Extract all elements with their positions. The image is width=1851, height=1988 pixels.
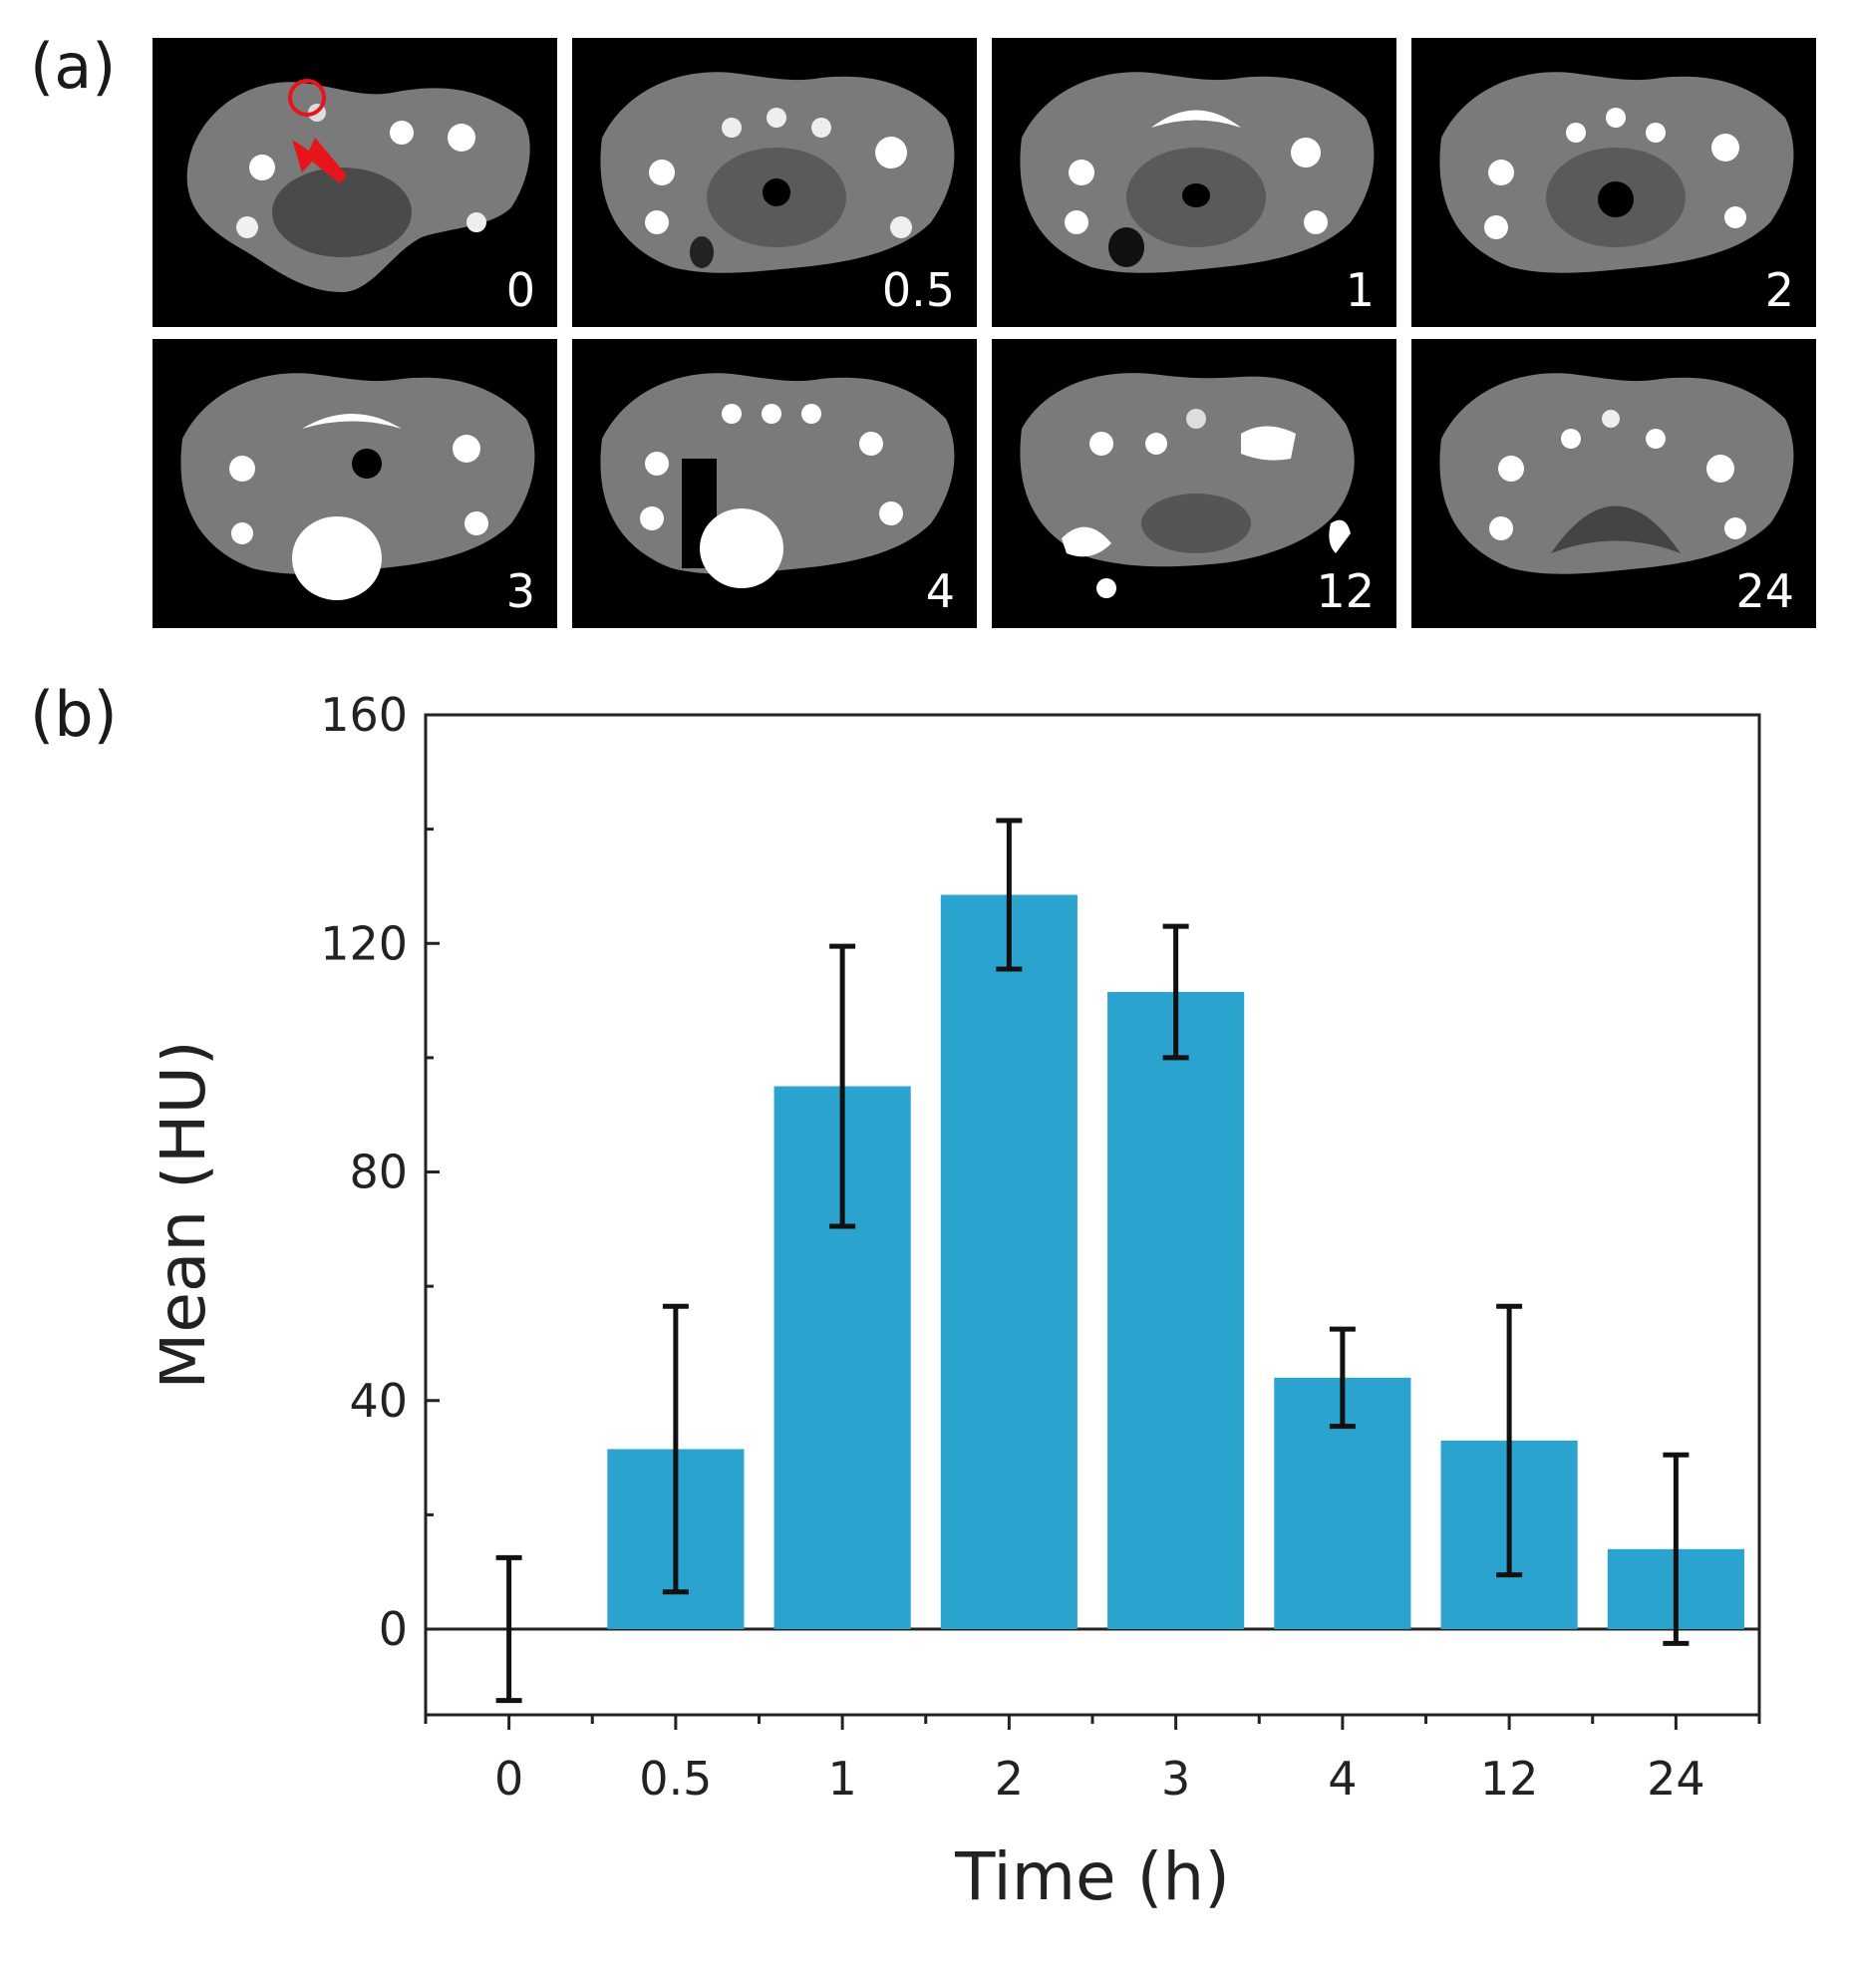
x-axis-title: Time (h) <box>954 1838 1230 1915</box>
x-tick-label: 4 <box>1328 1752 1357 1806</box>
ct-time-label: 0.5 <box>881 263 955 317</box>
y-tick-label: 160 <box>320 688 408 742</box>
ct-time-label: 1 <box>1345 263 1375 317</box>
roi-arrow-icon <box>292 138 347 183</box>
y-tick-label: 40 <box>349 1374 408 1428</box>
x-tick-label: 3 <box>1161 1752 1190 1806</box>
ct-time-label: 3 <box>505 564 535 618</box>
ct-time-label: 2 <box>1764 263 1794 317</box>
y-tick-label: 0 <box>379 1602 408 1656</box>
ct-panel: 12 <box>992 339 1396 628</box>
roi-circle <box>288 79 326 117</box>
panel-b-label: (b) <box>30 678 118 751</box>
y-tick-label: 120 <box>320 916 408 970</box>
x-tick-label: 2 <box>995 1752 1024 1806</box>
y-tick-label: 80 <box>349 1146 408 1199</box>
x-tick-label: 0.5 <box>639 1752 712 1806</box>
error-bars-group <box>495 818 1690 1704</box>
x-tick-label: 1 <box>827 1752 856 1806</box>
ct-panel: 0.5 <box>572 38 977 327</box>
ct-time-label: 4 <box>925 564 955 618</box>
ct-panel: 24 <box>1411 339 1816 628</box>
y-axis-title: Mean (HU) <box>159 1040 220 1389</box>
ct-panel: 0 <box>153 38 557 327</box>
bar <box>940 894 1078 1630</box>
ct-panel: 2 <box>1411 38 1816 327</box>
x-tick-label: 24 <box>1647 1752 1705 1806</box>
x-tick-label: 0 <box>494 1752 523 1806</box>
ct-panel: 1 <box>992 38 1396 327</box>
x-tick-label: 12 <box>1480 1752 1539 1806</box>
y-ticks-group: 0 40 80 120 160 <box>320 688 440 1656</box>
x-ticks-group: 0 0.5 1 2 3 4 12 24 <box>424 1715 1761 1806</box>
ct-time-label: 24 <box>1735 564 1794 618</box>
ct-time-label: 12 <box>1316 564 1375 618</box>
ct-panel: 4 <box>572 339 977 628</box>
bar <box>1107 991 1245 1630</box>
bar-chart: 0 40 80 120 160 0 0.5 1 2 3 4 12 24 Mean (HU) Time … <box>159 678 1794 1984</box>
ct-image-grid: 0 0.5 1 <box>153 38 1817 628</box>
ct-panel: 3 <box>153 339 557 628</box>
panel-a-label: (a) <box>30 30 117 103</box>
ct-time-label: 0 <box>505 263 535 317</box>
